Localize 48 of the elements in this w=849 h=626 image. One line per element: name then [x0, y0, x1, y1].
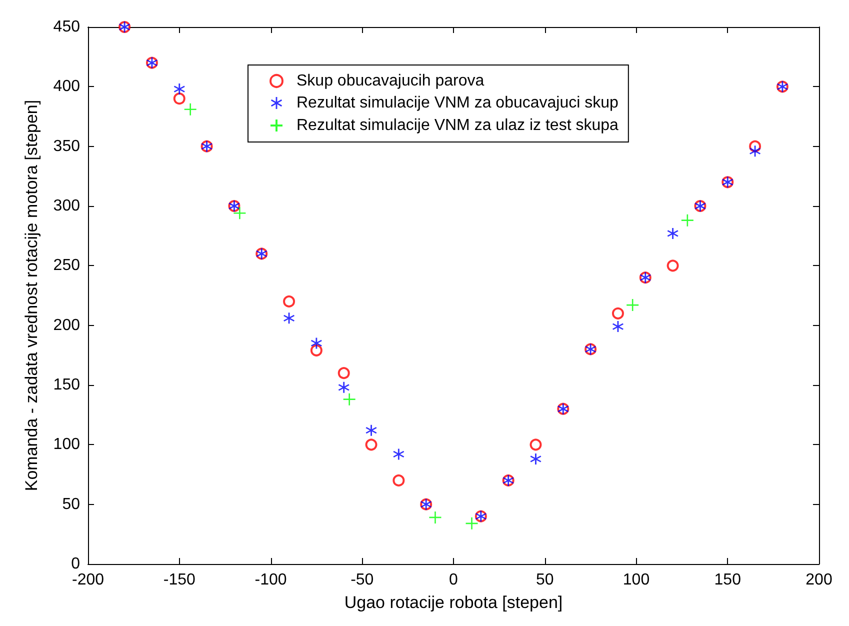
point — [283, 295, 296, 308]
point — [310, 344, 322, 356]
point — [342, 392, 356, 406]
point — [667, 228, 678, 239]
y-tick-label: 250 — [53, 257, 80, 274]
point — [310, 338, 322, 349]
legend-label: Skup obucavajucih parova — [296, 72, 484, 90]
point — [666, 260, 679, 272]
y-tick-label: 300 — [53, 198, 80, 214]
point — [612, 307, 624, 320]
x-tick-label: -200 — [72, 572, 104, 588]
x-tick-label: 200 — [806, 572, 832, 588]
x-tick-label: 50 — [536, 572, 554, 588]
x-tick-label: -150 — [163, 572, 196, 588]
point — [393, 448, 404, 460]
point — [465, 516, 478, 530]
point — [174, 84, 185, 95]
y-tick-label: 350 — [53, 138, 80, 155]
point — [366, 424, 377, 436]
y-tick-label: 150 — [53, 376, 80, 394]
point — [184, 102, 197, 116]
y-tick-label: 100 — [53, 436, 80, 454]
x-axis-title: Ugao rotacije robota [stepen] — [344, 593, 563, 612]
point — [338, 367, 350, 380]
point — [233, 206, 246, 220]
point — [680, 214, 694, 227]
point — [338, 382, 350, 393]
point — [626, 298, 640, 312]
y-axis-title: Komanda - zadata vrednost rotacije motora [stepen] — [22, 100, 41, 492]
point — [530, 438, 542, 451]
point — [530, 453, 542, 464]
legend-label: Rezultat simulacije VNM za obucavajuci skup — [296, 94, 619, 112]
y-tick-label: 450 — [53, 18, 80, 36]
point — [750, 146, 761, 157]
point — [173, 92, 186, 105]
point — [365, 438, 378, 451]
x-tick-label: -50 — [350, 572, 374, 588]
point — [392, 474, 405, 486]
y-tick-label: 400 — [53, 78, 80, 96]
y-tick-label: 0 — [71, 556, 80, 572]
legend-label: Rezultat simulacije VNM za ulaz iz test skupa — [296, 117, 618, 134]
x-tick-label: 150 — [714, 572, 742, 588]
x-tick-label: -100 — [254, 572, 287, 588]
y-tick-label: 200 — [53, 316, 80, 334]
x-tick-label: 100 — [622, 572, 650, 588]
point — [428, 510, 442, 524]
x-tick-label: 0 — [449, 572, 458, 588]
y-tick-label: 50 — [62, 496, 80, 513]
